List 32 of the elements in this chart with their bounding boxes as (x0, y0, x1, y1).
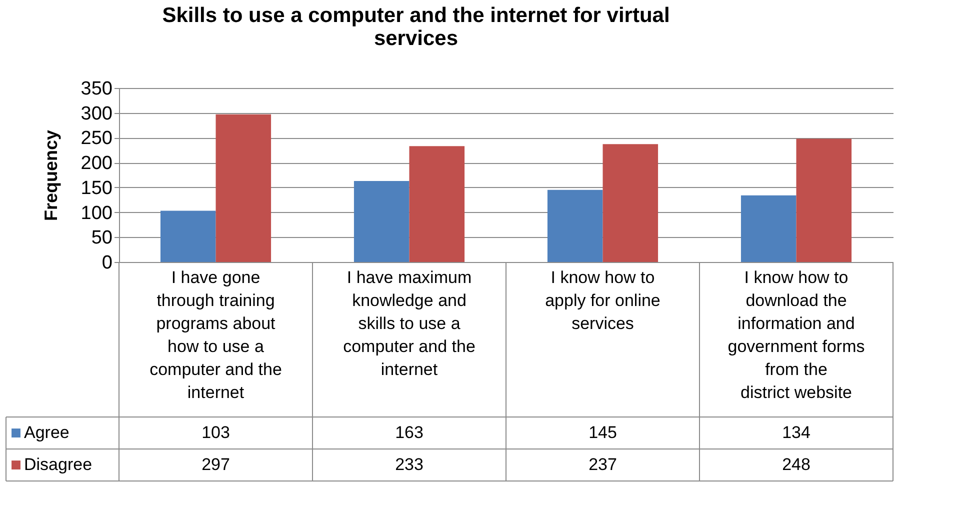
x-tick-label: I know how to download the information and government forms from the district website (728, 268, 865, 402)
data-label: 297 (202, 455, 230, 474)
data-label: 233 (395, 455, 424, 474)
bar (216, 114, 272, 262)
y-tick-label: 50 (91, 228, 112, 249)
data-label: 237 (588, 455, 617, 474)
bar (796, 138, 852, 262)
y-tick-label: 150 (80, 178, 112, 199)
bar (547, 190, 603, 262)
data-label: 134 (782, 423, 810, 442)
y-tick-label: 300 (80, 103, 112, 124)
x-tick-label: I know how to apply for online services (545, 268, 660, 333)
bar (354, 180, 410, 262)
data-label: 103 (202, 423, 230, 442)
legend-label: Disagree (24, 455, 92, 474)
x-tick-label: I have gone through training programs about how to use a computer and the internet (150, 268, 282, 402)
chart-title: Skills to use a computer and the internet for virtual services (162, 4, 670, 50)
y-tick-label: 100 (80, 202, 112, 224)
y-tick-label: 250 (80, 128, 112, 150)
data-label: 163 (395, 423, 424, 442)
data-label: 248 (782, 455, 810, 474)
bar (160, 210, 216, 262)
bar (740, 195, 796, 262)
x-tick-label: I have maximum knowledge and skills to use a computer and the internet (343, 268, 476, 379)
bar (602, 144, 658, 262)
bar (409, 146, 465, 262)
y-tick-label: 350 (80, 78, 112, 100)
y-axis-title: Frequency (40, 130, 61, 222)
y-tick-label: 0 (102, 252, 112, 274)
y-tick-label: 200 (80, 153, 112, 174)
data-label: 145 (588, 423, 617, 442)
legend-label: Agree (24, 423, 70, 442)
